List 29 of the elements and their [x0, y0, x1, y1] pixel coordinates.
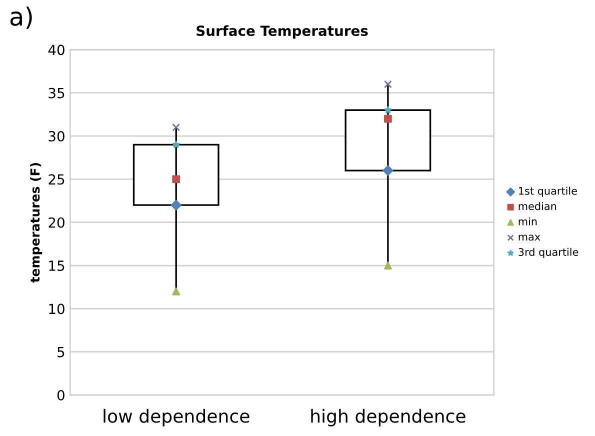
y-tick-label: 0 [57, 390, 64, 400]
legend-label: min [518, 217, 537, 226]
x-tick-label: high dependence [311, 408, 466, 426]
legend-label: max [518, 234, 540, 241]
y-tick-label: 10 [49, 304, 64, 314]
y-tick-label: 15 [49, 260, 64, 271]
point [170, 200, 182, 210]
point [384, 114, 392, 123]
text: a) [10, 6, 32, 29]
y-tick-label: 30 [48, 131, 64, 142]
point [384, 262, 392, 270]
y-tick-label: 35 [48, 88, 64, 98]
y-axis-title: temperatures (F) [30, 163, 42, 283]
point [172, 140, 180, 148]
point [172, 175, 180, 184]
point [384, 106, 392, 114]
y-tick-label: 5 [58, 347, 64, 358]
point [172, 123, 180, 132]
y-tick-label: 20 [48, 217, 64, 228]
legend-label: 1st quartile [519, 186, 577, 197]
point [384, 80, 392, 88]
x-tick-label: low dependence [104, 408, 250, 426]
y-tick-label: 25 [48, 174, 64, 185]
y-tick-label: 40 [48, 44, 64, 56]
legend-label: median [518, 202, 556, 210]
legend-label: 3rd quartile [518, 248, 578, 258]
point [172, 287, 180, 296]
point [382, 165, 394, 176]
chart-title: Surface Temperatures [196, 25, 368, 39]
